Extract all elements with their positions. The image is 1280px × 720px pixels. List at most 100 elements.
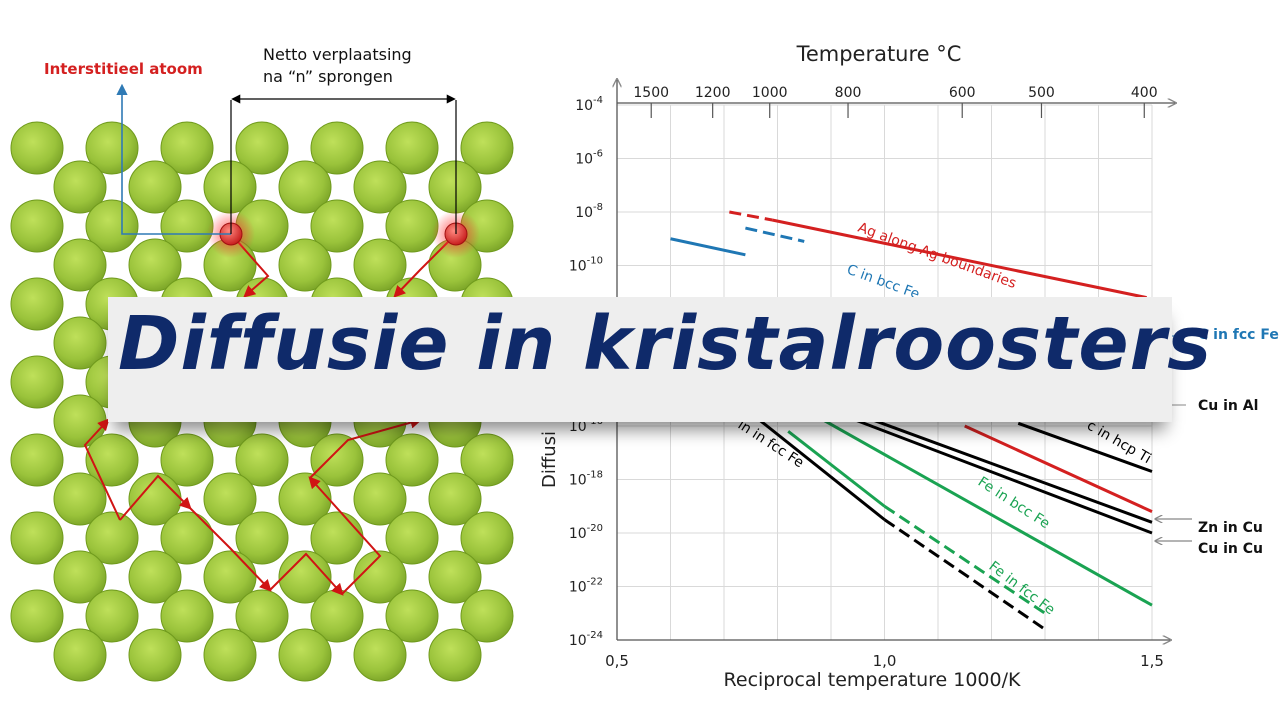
lattice-atom [203,550,257,604]
lattice-atom [235,511,289,565]
jump-segment [189,507,272,592]
lattice-atom [235,121,289,175]
lattice-atom [128,550,182,604]
y-tick-label: 10-6 [575,149,603,168]
lattice-atom [278,628,332,682]
lattice-atom [310,199,364,253]
lattice-atom [160,589,214,643]
lattice-atom [428,472,482,526]
series-line-zn-in-cu [830,403,1153,524]
y-tick-label: 10-20 [569,523,603,542]
lattice-atom [128,628,182,682]
jump-segment [83,418,121,521]
lattice-atom [85,511,139,565]
lattice-atom [85,199,139,253]
lattice-atom [460,121,514,175]
y-axis-title: Diffusi [539,431,560,488]
jump-segment [269,552,344,596]
lattice-atom [460,433,514,487]
series-dashed-ag-along-ag-boundaries [729,210,773,222]
jump-segment [119,474,192,521]
lattice-atom [460,511,514,565]
x-tick-label: 1,5 [1140,652,1164,670]
lattice-atom [353,472,407,526]
series-line-cu-in-al [964,424,1153,513]
top-tick-label: 800 [835,85,862,101]
series-line-c-in-bcc-fe [670,237,746,257]
series-line-in-hcp-ti [1017,421,1153,473]
lattice-atom [278,160,332,214]
title-banner: Diffusie in kristalroosters [108,297,1211,422]
lattice-atom [10,589,64,643]
top-axis-title: Temperature °C [796,42,962,66]
lattice-atom [160,433,214,487]
x-tick-label: 0,5 [605,652,629,670]
interstitial-jump-path [83,233,457,596]
lattice-atom [428,628,482,682]
lattice-atom [428,550,482,604]
top-tick-label: 1200 [695,85,731,101]
lattice-atom [53,238,107,292]
lattice-atom [310,433,364,487]
series-line-cu-in-cu [814,403,1153,535]
lattice-atom [278,238,332,292]
top-tick-label: 500 [1028,85,1055,101]
y-tick-label: 10-24 [569,630,603,649]
lattice-atom [385,511,439,565]
lattice-atom [353,160,407,214]
lattice-atom [53,472,107,526]
y-tick-label: 10-8 [575,202,603,221]
side-label-cu-cu: Cu in Cu [1198,541,1263,557]
lattice-atom [10,199,64,253]
displacement-label-line2: na “n” sprongen [263,67,393,86]
jump-segment [308,476,382,595]
lattice-atom [128,238,182,292]
banner-title: Diffusie in kristalroosters [118,301,1213,387]
lattice-atom [160,511,214,565]
series-line-ag-along-ag-boundaries [771,218,1147,300]
lattice-atom [385,121,439,175]
lattice-atom [353,238,407,292]
lattice-atom [10,277,64,331]
top-axis-ticks: 1500 1200 1000 800 600 500 400 [633,85,1158,118]
lattice-atom [385,433,439,487]
side-label-zn-cu: Zn in Cu [1198,520,1263,536]
top-tick-label: 400 [1131,85,1158,101]
lattice-atom [203,472,257,526]
lattice-atom [10,433,64,487]
series-line-fe-in-fcc-fe [787,430,886,508]
top-tick-label: 1500 [633,85,669,101]
top-tick-label: 600 [949,85,976,101]
lattice-atom [278,550,332,604]
lattice-atom [53,316,107,370]
lattice-atom [85,589,139,643]
series-label-mn-fcc-fe: in in fcc Fe [735,417,807,471]
lattice-atom [385,589,439,643]
series-label-fe-fcc-fe: Fe in fcc Fe [986,558,1058,618]
y-tick-label: 10-10 [569,256,603,275]
lattice-atom [10,121,64,175]
lattice-atom [310,121,364,175]
top-tick-label: 1000 [752,85,788,101]
jump-segment [309,416,423,479]
lattice-atom [353,550,407,604]
lattice-atom [85,121,139,175]
y-tick-label: 10-18 [569,470,603,489]
lattice-atom [460,589,514,643]
lattice-atom [160,121,214,175]
interstitial-label: Interstitieel atoom [44,60,203,78]
y-tick-label: 10-22 [569,577,603,596]
y-tick-label: 10-4 [575,95,603,114]
lattice-atom [353,628,407,682]
lattice-atom [53,628,107,682]
lattice-atom [128,160,182,214]
x-axis-title: Reciprocal temperature 1000/K [724,669,1021,691]
lattice-atom [53,550,107,604]
displacement-label-line1: Netto verplaatsing [263,45,412,64]
lattice-atom [203,628,257,682]
side-label-cu-al: Cu in Al [1198,398,1258,414]
x-tick-label: 1,0 [873,652,897,670]
lattice-atom [10,355,64,409]
chart-series [670,210,1153,631]
series-dashed-fe-in-fcc-fe [883,505,1046,615]
